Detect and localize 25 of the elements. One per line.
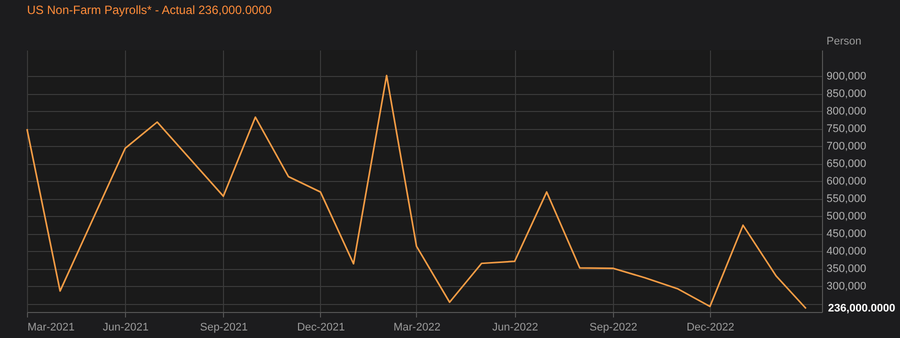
line-series <box>26 74 807 310</box>
y-tick-label: 300,000 <box>826 280 866 293</box>
y-tick-label: 750,000 <box>826 123 866 136</box>
y-axis-title: Person <box>826 36 862 48</box>
x-tick-label: Dec-2022 <box>686 322 734 334</box>
x-tick-label: Jun-2022 <box>492 322 538 334</box>
y-tick-label: 650,000 <box>826 158 866 170</box>
y-tick-label: 700,000 <box>826 140 866 153</box>
x-tick-label: Dec-2021 <box>297 322 345 334</box>
x-tick-label: Sep-2021 <box>200 322 248 334</box>
y-tick-label: 450,000 <box>826 228 866 240</box>
x-tick-label: Jun-2021 <box>102 322 149 334</box>
annotation: 236,000.0000 <box>828 302 896 314</box>
x-tick-label: Mar-2021 <box>28 322 75 334</box>
y-tick-label: 550,000 <box>826 193 866 206</box>
y-tick-label: 500,000 <box>826 210 866 223</box>
y-tick-label: 850,000 <box>826 88 866 100</box>
x-tick-label: Mar-2022 <box>393 322 441 334</box>
y-tick-label: 800,000 <box>826 106 866 118</box>
y-tick-label: 900,000 <box>826 70 866 83</box>
y-tick-label: 600,000 <box>826 176 866 188</box>
y-tick-label: 400,000 <box>826 246 866 258</box>
y-tick-label: 350,000 <box>826 263 866 276</box>
chart-title: US Non-Farm Payrolls* - Actual 236,000.0000 <box>27 3 272 17</box>
x-tick-label: Sep-2022 <box>589 322 638 334</box>
